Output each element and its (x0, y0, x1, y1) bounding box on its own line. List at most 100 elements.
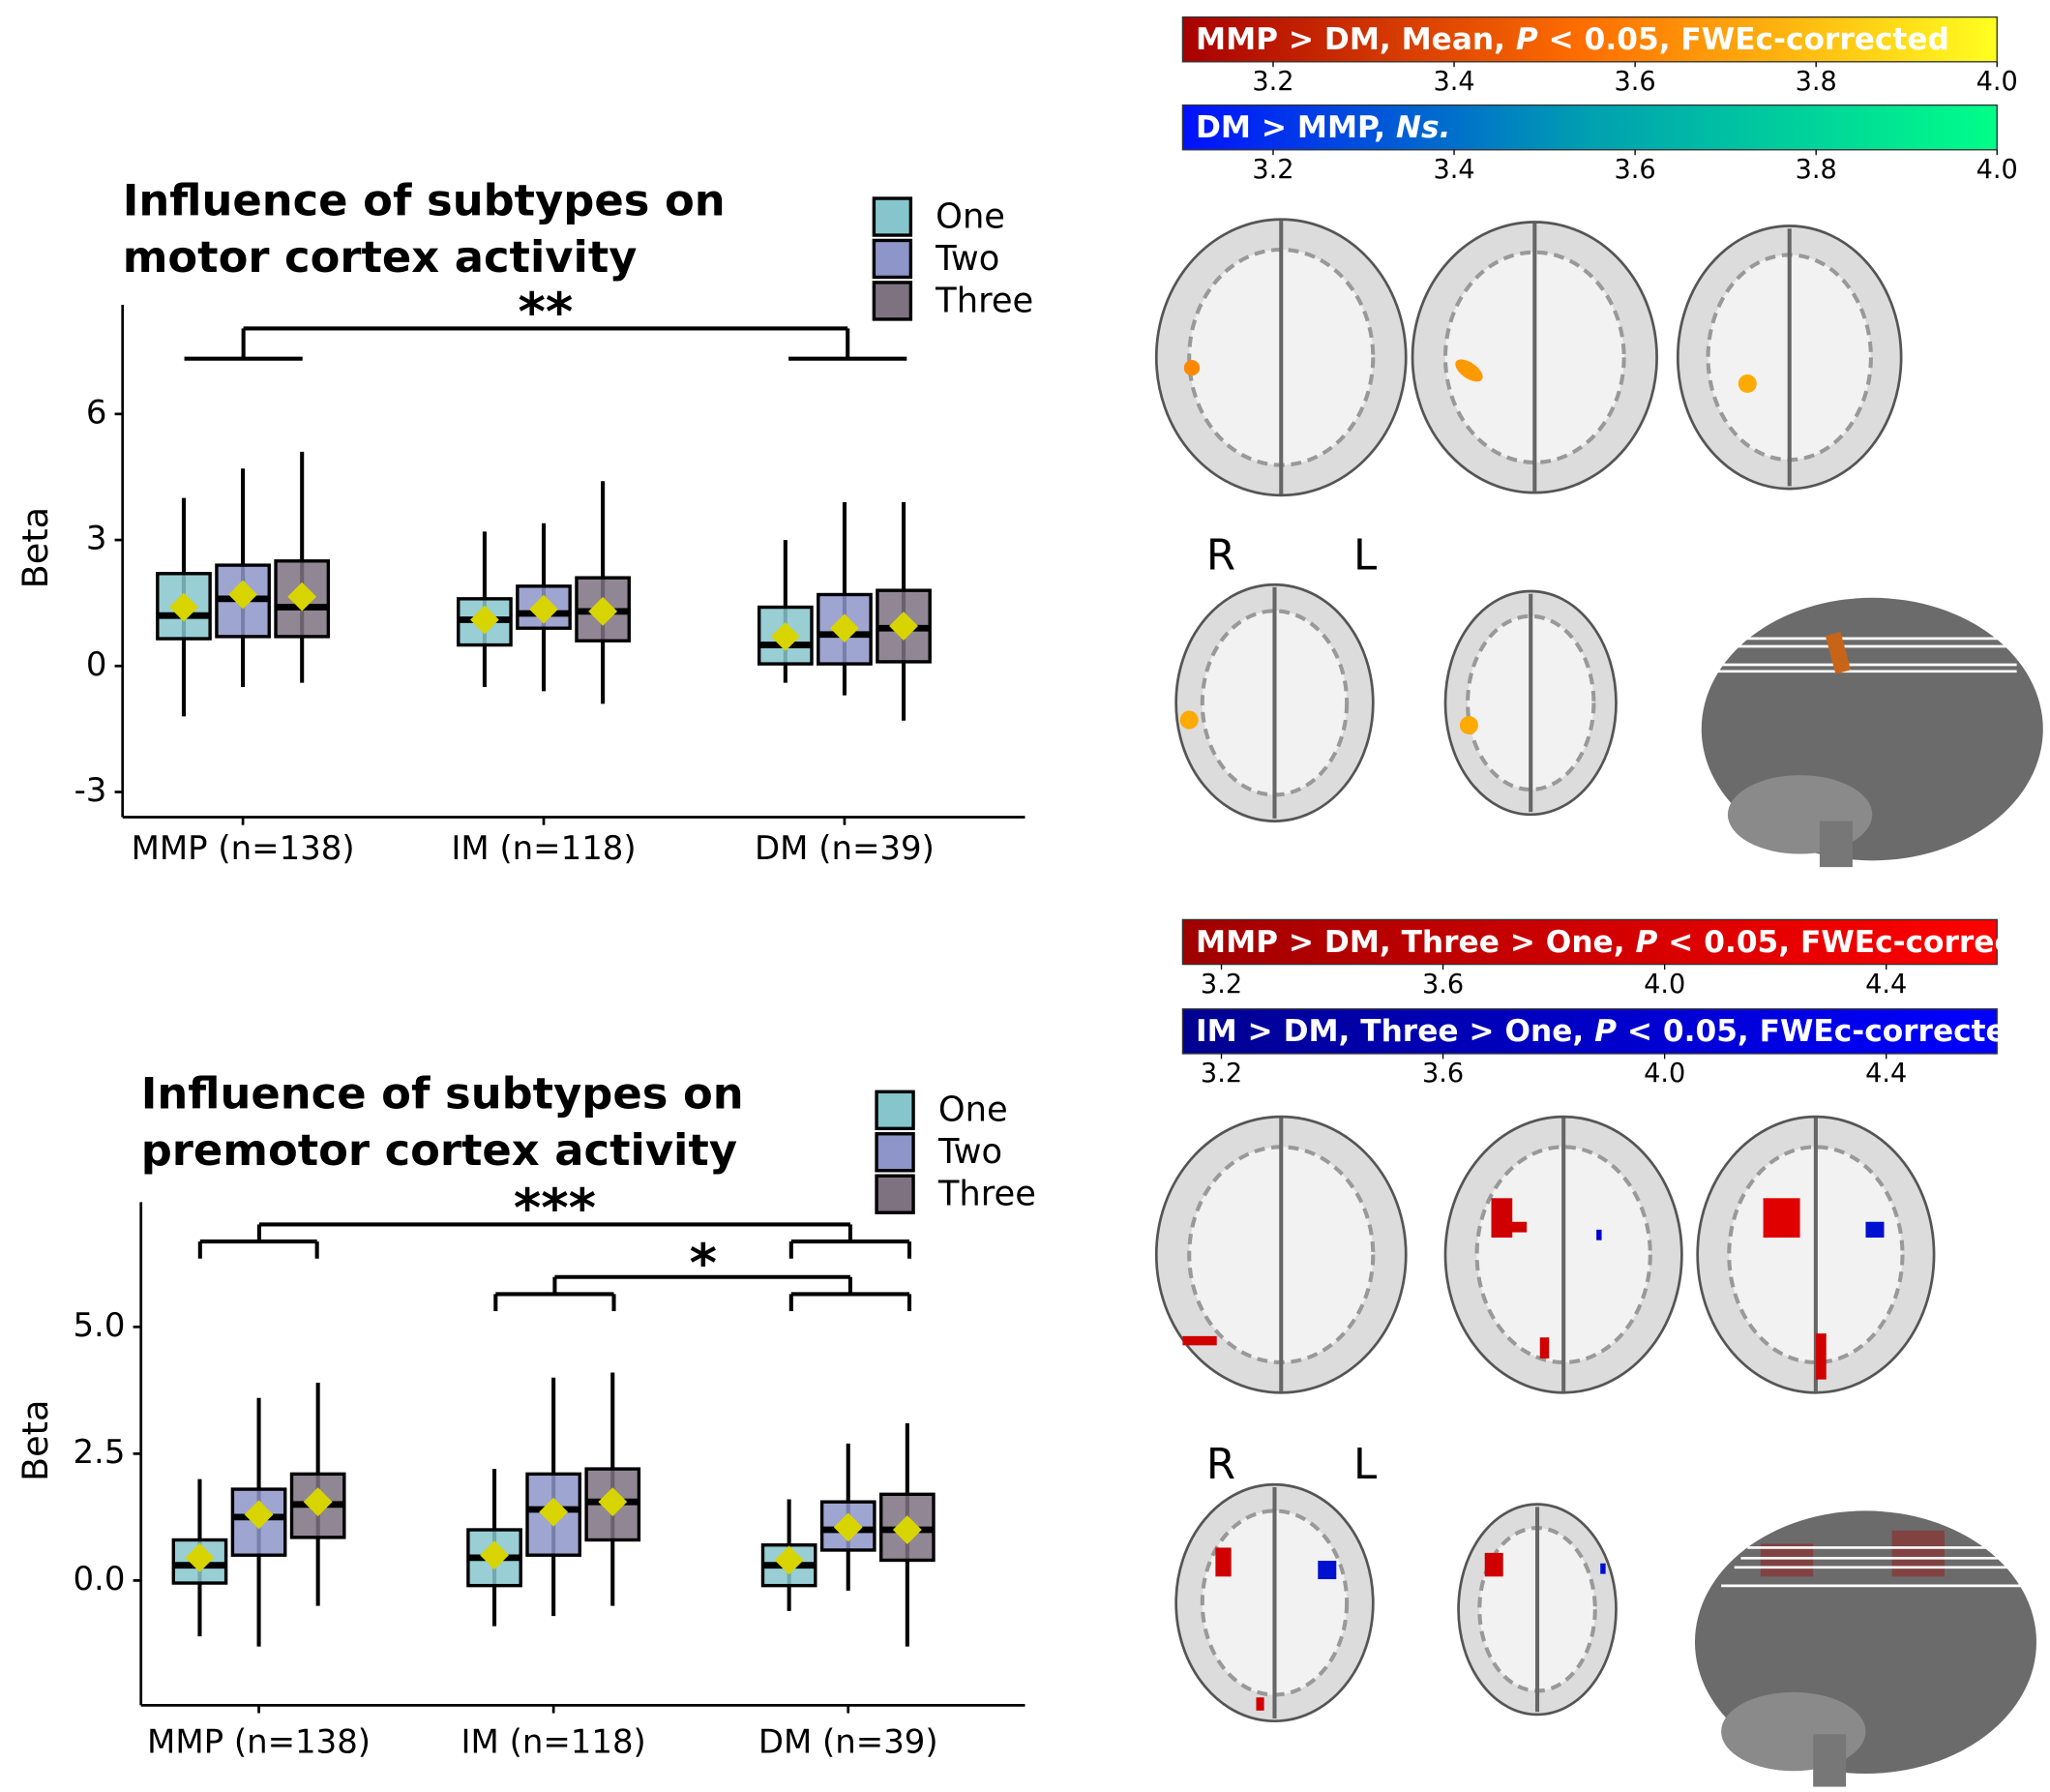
colorbar-label: IM > DM, Three > One, P < 0.05, FWEc-cor… (1196, 1014, 2028, 1049)
colorbar-tick-label: 3.4 (1433, 67, 1474, 97)
colorbar (1181, 104, 1998, 151)
mean-marker (185, 1542, 215, 1572)
label-part: IM > DM, Three > One, (1196, 1014, 1594, 1049)
significance-label: ** (519, 282, 574, 343)
axial-slice (1457, 1503, 1618, 1717)
mean-marker (169, 592, 198, 622)
axial-slice (1174, 1482, 1375, 1723)
y-tick-label: 6 (86, 393, 107, 432)
x-tick-label: DM (n=39) (758, 1722, 938, 1761)
colorbar (1181, 1008, 1998, 1055)
hemisphere-label: R (1206, 1441, 1235, 1489)
colorbar-tick-label: 3.6 (1422, 970, 1464, 1000)
mean-marker (539, 1497, 569, 1527)
colorbar (1181, 15, 1998, 63)
label-part: < 0.05, FWEc-corrected (1617, 1014, 2028, 1049)
brain-images (1154, 218, 2043, 1787)
legend-label: Three (937, 1175, 1036, 1214)
mean-marker (480, 1540, 509, 1570)
colorbar-tick-label: 4.4 (1865, 1059, 1907, 1089)
colorbar-tick-label: 4.0 (1644, 970, 1685, 1000)
legend-swatch (875, 1174, 915, 1214)
axial-slice (1154, 218, 1408, 497)
colorbar-tick-label: 3.2 (1252, 67, 1293, 97)
colorbar-tick-label: 3.6 (1422, 1059, 1464, 1089)
legend-swatch (872, 196, 913, 237)
axial-slice (1154, 1115, 1408, 1394)
y-tick-label: 0.0 (73, 1560, 125, 1598)
colorbar-tick-label: 3.2 (1201, 1059, 1242, 1089)
legend-label: Three (935, 281, 1033, 320)
chart-title: premotor cortex activity (141, 1124, 737, 1176)
axial-slice (1676, 224, 1903, 491)
significance-label: * (690, 1233, 717, 1294)
axial-slice (1411, 221, 1658, 494)
label-part: DM > MMP, (1196, 110, 1396, 145)
colorbar-tick-label: 3.8 (1796, 67, 1837, 97)
label-part: P (1594, 1014, 1617, 1049)
significance-label: *** (514, 1178, 596, 1239)
mean-marker (830, 613, 859, 643)
colorbar-label: MMP > DM, Mean, P < 0.05, FWEc-corrected (1196, 22, 1949, 57)
label-part: < 0.05, FWEc-corrected (1538, 22, 1949, 57)
x-tick-label: DM (n=39) (755, 829, 935, 868)
y-tick-label: -3 (74, 771, 107, 810)
y-tick-label: 3 (86, 520, 107, 558)
y-tick-label: 2.5 (73, 1433, 125, 1472)
y-axis-label: Beta (15, 507, 56, 589)
y-tick-label: 5.0 (73, 1306, 125, 1345)
label-part: P (1516, 22, 1538, 57)
chart-title: motor cortex activity (123, 231, 638, 283)
colorbar-tick-label: 4.4 (1865, 970, 1907, 1000)
axial-slice (1174, 582, 1375, 822)
axial-slice (1696, 1115, 1936, 1394)
mean-marker (588, 596, 618, 626)
mean-marker (228, 580, 258, 610)
colorbar-tick-label: 3.2 (1201, 970, 1242, 1000)
colorbar-tick-label: 3.6 (1615, 155, 1656, 185)
x-tick-label: IM (n=118) (461, 1722, 646, 1761)
mean-marker (770, 621, 800, 651)
legend-swatch (875, 1090, 915, 1131)
lateral-brain (1694, 1510, 2036, 1787)
chart-title: Influence of subtypes on (141, 1068, 744, 1120)
colorbar-tick-label: 3.4 (1433, 155, 1474, 185)
hemisphere-label: R (1206, 532, 1235, 581)
lateral-brain (1701, 597, 2043, 868)
legend-swatch (872, 238, 913, 280)
colorbar (1181, 918, 1998, 966)
colorbar-tick-label: 4.0 (1644, 1059, 1685, 1089)
axial-slice (1443, 1115, 1683, 1394)
y-axis-label: Beta (15, 1400, 56, 1482)
legend-label: One (936, 196, 1005, 236)
axial-slice (1443, 589, 1618, 817)
colorbar-tick-label: 4.0 (1976, 155, 2018, 185)
colorbar-label: MMP > DM, Three > One, P < 0.05, FWEc-co… (1196, 925, 2050, 960)
legend-label: Two (937, 1132, 1002, 1172)
legend-swatch (872, 281, 913, 321)
label-part: MMP > DM, Mean, (1196, 22, 1516, 57)
colorbar-label: DM > MMP, Ns. (1196, 110, 1450, 145)
colorbar-tick-label: 3.6 (1615, 67, 1656, 97)
hemisphere-label: L (1353, 1441, 1377, 1489)
legend-swatch (875, 1132, 915, 1173)
colorbar-tick-label: 3.2 (1252, 155, 1293, 185)
label-part: Ns. (1396, 110, 1451, 145)
chart-title: Influence of subtypes on (123, 174, 726, 225)
mean-marker (833, 1512, 863, 1542)
x-tick-label: MMP (n=138) (132, 829, 355, 868)
mean-marker (244, 1500, 274, 1530)
label-part: < 0.05, FWEc-corrected (1657, 925, 2050, 960)
legend-label: One (938, 1090, 1008, 1130)
label-part: MMP > DM, Three > One, (1196, 925, 1635, 960)
colorbar-tick-label: 3.8 (1796, 155, 1837, 185)
mean-marker (303, 1487, 333, 1517)
mean-marker (469, 605, 499, 635)
x-tick-label: IM (n=118) (451, 829, 636, 868)
legend-label: Two (935, 239, 999, 279)
x-tick-label: MMP (n=138) (147, 1722, 371, 1761)
label-part: P (1635, 925, 1657, 960)
colorbar-tick-label: 4.0 (1976, 67, 2018, 97)
